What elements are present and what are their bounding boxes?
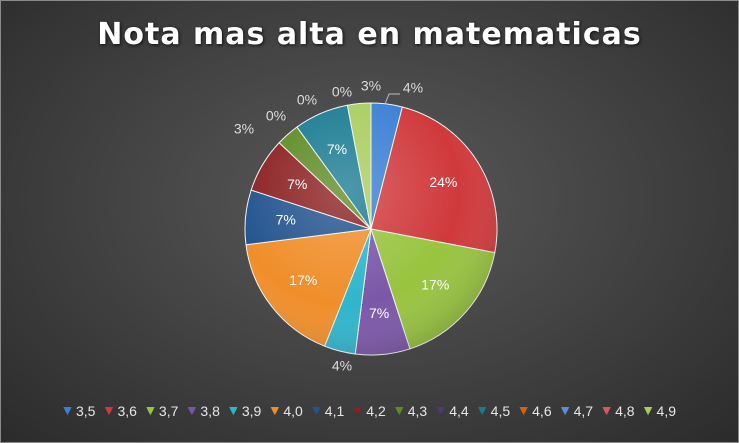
chart-title: Nota mas alta en matematicas	[97, 17, 642, 52]
legend-item-3-6: 3,6	[104, 403, 137, 419]
data-label-3-7: 17%	[421, 276, 449, 292]
legend-item-4-8: 4,8	[602, 403, 635, 419]
legend-item-4-5: 4,5	[477, 403, 511, 419]
legend-swatch	[643, 406, 653, 416]
data-label-4-9: 3%	[361, 78, 381, 94]
legend-swatch	[353, 406, 363, 416]
data-label-4-0: 17%	[289, 272, 317, 288]
legend-swatch	[394, 406, 404, 416]
data-label-4-3: 3%	[234, 121, 254, 137]
legend: 3,5 3,6 3,7 3,8 3,9 4,0 4,1 4,2 4,3 4,4 4,5 4,6 4,7 4…	[1, 403, 738, 419]
legend-label: 3,8	[200, 403, 220, 419]
legend-label: 4,2	[366, 403, 386, 419]
legend-item-3-5: 3,5	[62, 403, 96, 419]
legend-label: 4,5	[490, 403, 511, 419]
legend-swatch	[560, 406, 570, 416]
legend-label: 4,4	[449, 403, 469, 419]
leader-line	[384, 93, 400, 105]
data-label-4-2: 7%	[287, 176, 307, 192]
data-label-4-6: 0%	[297, 92, 317, 108]
legend-item-3-9: 3,9	[228, 403, 262, 419]
legend-label: 4,9	[656, 403, 677, 419]
legend-item-4-3: 4,3	[394, 403, 428, 419]
legend-swatch	[477, 406, 487, 416]
legend-label: 4,0	[283, 403, 303, 419]
legend-swatch	[228, 406, 238, 416]
legend-swatch	[519, 406, 529, 416]
legend-swatch	[145, 406, 155, 416]
legend-swatch	[187, 406, 197, 416]
legend-item-4-7: 4,7	[560, 403, 594, 419]
legend-label: 4,8	[615, 403, 635, 419]
legend-swatch	[62, 406, 72, 416]
legend-swatch	[311, 406, 321, 416]
legend-swatch	[602, 406, 612, 416]
legend-item-4-0: 4,0	[270, 403, 303, 419]
legend-label: 3,5	[75, 403, 96, 419]
legend-swatch	[436, 406, 446, 416]
legend-item-4-2: 4,2	[353, 403, 386, 419]
legend-label: 3,6	[117, 403, 137, 419]
legend-swatch	[104, 406, 114, 416]
legend-label: 4,6	[532, 403, 552, 419]
legend-item-4-6: 4,6	[519, 403, 552, 419]
legend-label: 3,9	[241, 403, 262, 419]
legend-item-3-7: 3,7	[145, 403, 179, 419]
data-label-4-5: 7%	[327, 141, 347, 157]
data-label-3-9: 4%	[332, 358, 352, 374]
legend-swatch	[270, 406, 280, 416]
legend-item-4-9: 4,9	[643, 403, 677, 419]
legend-label: 3,7	[158, 403, 179, 419]
legend-item-3-8: 3,8	[187, 403, 220, 419]
data-label-3-5: 4%	[403, 80, 423, 96]
legend-label: 4,3	[407, 403, 428, 419]
legend-label: 4,7	[573, 403, 594, 419]
data-label-3-6: 24%	[429, 174, 457, 190]
legend-label: 4,1	[324, 403, 345, 419]
legend-item-4-4: 4,4	[436, 403, 469, 419]
data-label-4-8: 0%	[332, 84, 352, 100]
data-label-3-8: 7%	[369, 305, 389, 321]
legend-item-4-1: 4,1	[311, 403, 345, 419]
data-label-4-4: 0%	[266, 108, 286, 124]
data-label-4-1: 7%	[276, 212, 296, 228]
